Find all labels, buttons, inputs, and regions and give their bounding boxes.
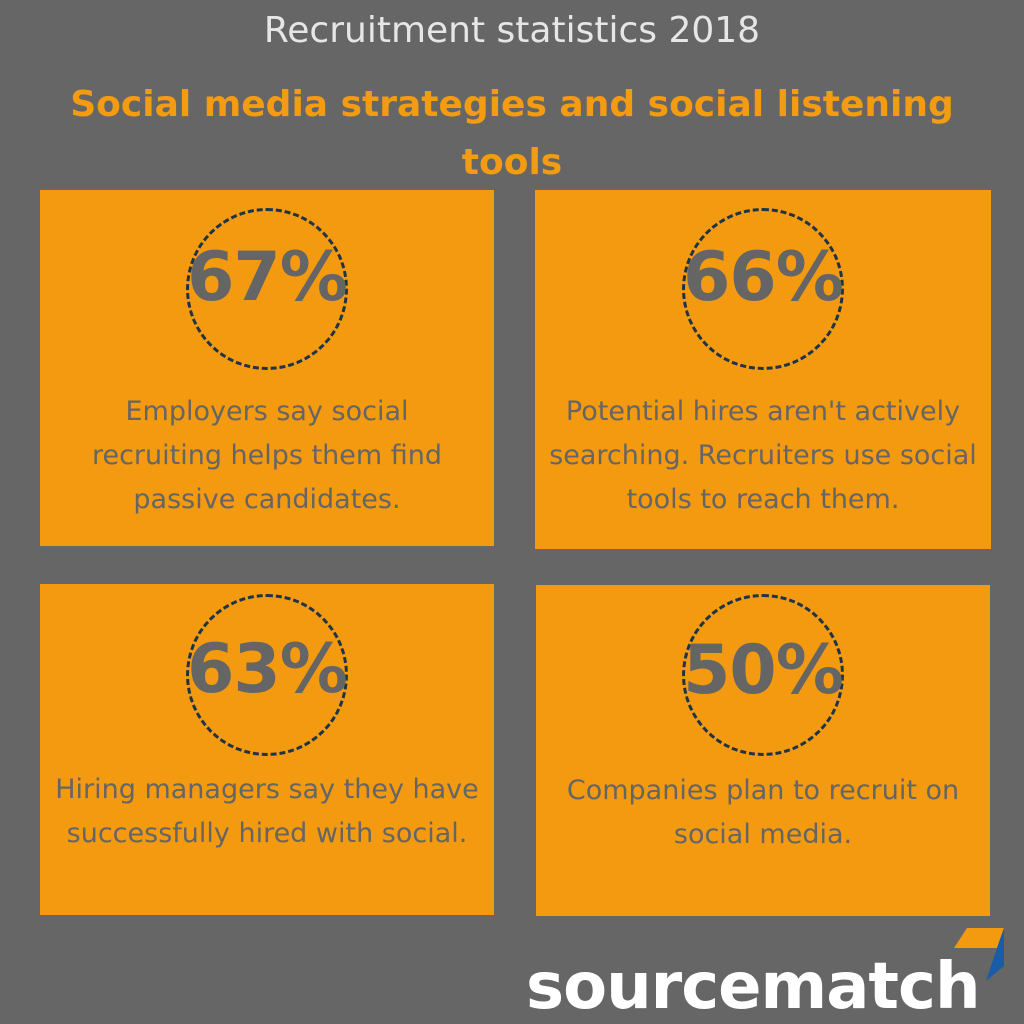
stat-description: Employers say social recruiting helps th… — [91, 396, 443, 515]
sourcematch-logo: sourcematch — [526, 950, 980, 1024]
dashed-circle — [682, 208, 844, 370]
stat-value: 66% — [683, 238, 844, 317]
stat-card: 50% Companies plan to recruit on social … — [536, 585, 990, 916]
stat-value: 50% — [683, 631, 844, 710]
stat-description: Potential hires aren't actively searchin… — [549, 396, 977, 515]
stat-description: Companies plan to recruit on social medi… — [566, 775, 960, 850]
dashed-circle — [186, 594, 348, 756]
stat-value: 67% — [187, 238, 348, 317]
stat-description: Hiring managers say they have successful… — [55, 774, 479, 849]
page-title: Recruitment statistics 2018 — [263, 10, 761, 51]
page-subtitle: Social media strategies and social liste… — [70, 84, 954, 183]
stat-card: 67% Employers say social recruiting help… — [40, 190, 494, 546]
stat-card: 63% Hiring managers say they have succes… — [40, 584, 494, 915]
logo-mark-icon — [954, 928, 1004, 981]
stat-value: 63% — [187, 630, 348, 709]
stat-card: 66% Potential hires aren't actively sear… — [535, 190, 991, 549]
dashed-circle — [682, 594, 844, 756]
dashed-circle — [186, 208, 348, 370]
